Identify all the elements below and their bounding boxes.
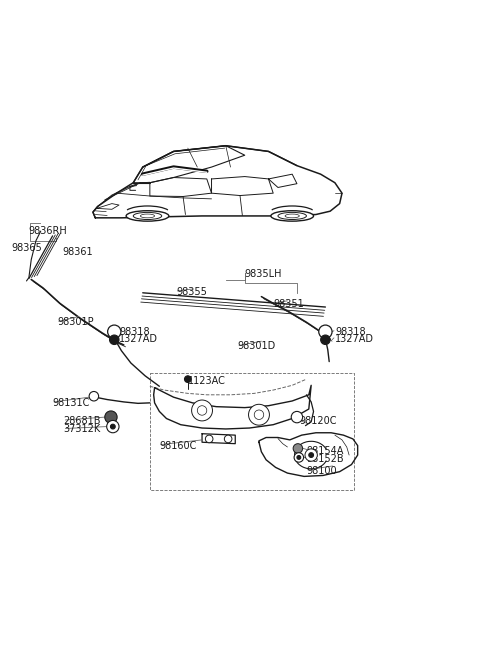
Circle shape xyxy=(305,449,317,461)
Text: 98355: 98355 xyxy=(176,287,207,297)
Circle shape xyxy=(108,325,121,338)
Circle shape xyxy=(309,453,313,458)
Text: 98301P: 98301P xyxy=(57,317,94,327)
Circle shape xyxy=(294,453,303,462)
Text: 9835LH: 9835LH xyxy=(245,269,282,279)
Text: 98152B: 98152B xyxy=(306,454,344,464)
Text: 98301D: 98301D xyxy=(238,342,276,352)
Text: 98361: 98361 xyxy=(62,248,93,258)
Text: 98318: 98318 xyxy=(119,327,150,337)
Circle shape xyxy=(107,421,119,433)
Ellipse shape xyxy=(133,213,162,219)
Ellipse shape xyxy=(140,214,155,218)
Text: 37312K: 37312K xyxy=(63,425,101,434)
Ellipse shape xyxy=(271,211,313,221)
Text: 98351: 98351 xyxy=(273,299,304,309)
Text: 9836RH: 9836RH xyxy=(29,226,68,236)
Circle shape xyxy=(184,376,191,382)
Text: 28681B: 28681B xyxy=(63,416,101,426)
Circle shape xyxy=(293,444,302,453)
Text: 98318: 98318 xyxy=(335,327,365,337)
Circle shape xyxy=(254,410,264,419)
Circle shape xyxy=(105,411,117,423)
Text: 98131C: 98131C xyxy=(53,398,90,408)
Circle shape xyxy=(89,391,98,401)
Text: 1327AD: 1327AD xyxy=(119,333,158,344)
Circle shape xyxy=(291,411,302,423)
Text: 98365: 98365 xyxy=(12,243,42,253)
Ellipse shape xyxy=(278,213,306,219)
Ellipse shape xyxy=(126,211,169,221)
Text: 98154A: 98154A xyxy=(306,446,344,456)
Circle shape xyxy=(192,400,213,421)
Circle shape xyxy=(197,406,207,415)
Text: 98100: 98100 xyxy=(306,466,337,476)
Circle shape xyxy=(224,435,232,443)
Text: 1327AD: 1327AD xyxy=(335,333,374,344)
Text: 1123AC: 1123AC xyxy=(188,376,226,386)
Ellipse shape xyxy=(285,214,300,218)
Circle shape xyxy=(319,325,332,338)
Circle shape xyxy=(109,335,119,344)
Circle shape xyxy=(297,456,301,460)
Circle shape xyxy=(321,335,330,344)
Circle shape xyxy=(205,435,213,443)
Text: 98160C: 98160C xyxy=(159,441,197,450)
Circle shape xyxy=(249,405,269,425)
Circle shape xyxy=(110,424,115,429)
Text: 98120C: 98120C xyxy=(300,416,337,426)
